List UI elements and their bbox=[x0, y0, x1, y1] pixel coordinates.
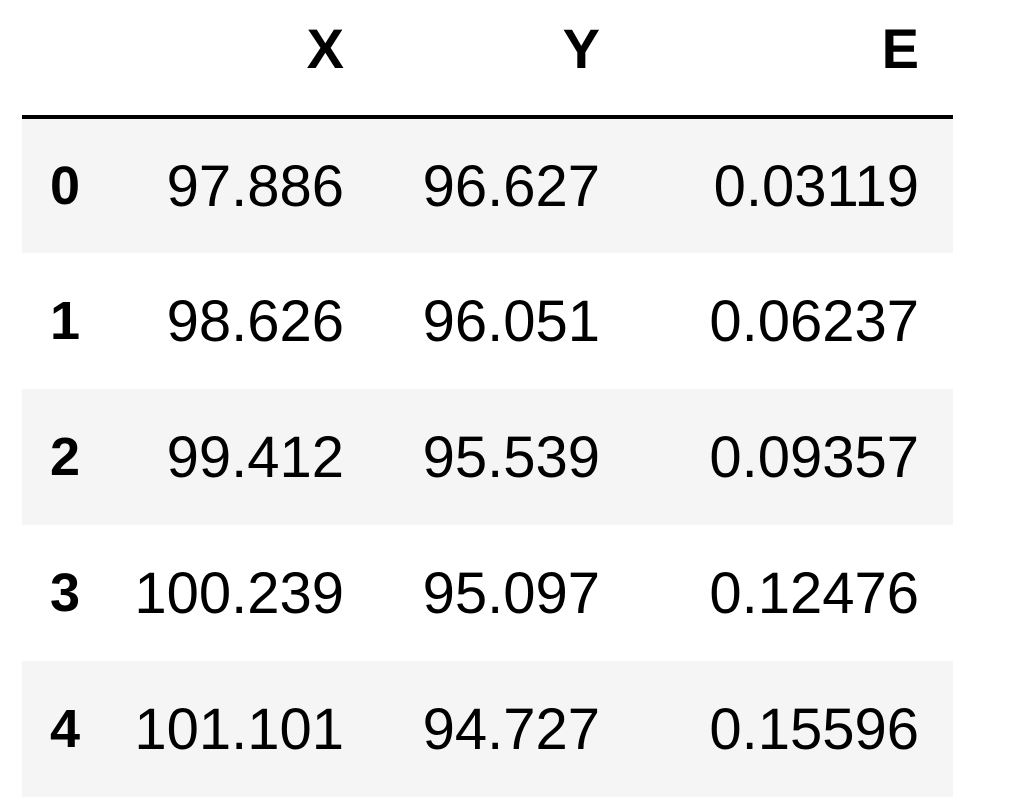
cell-e: 0.12476 bbox=[709, 560, 919, 626]
dataframe-container: X Y E 0 97.886 96.627 0.03119 1 98.626 9… bbox=[22, 0, 953, 797]
cell-y: 96.627 bbox=[422, 153, 600, 219]
header-row: X Y E bbox=[22, 0, 953, 119]
dataframe-table: X Y E 0 97.886 96.627 0.03119 1 98.626 9… bbox=[22, 0, 953, 797]
cell-x: 100.239 bbox=[134, 560, 344, 626]
cell-y: 95.539 bbox=[422, 424, 600, 490]
cell-e: 0.09357 bbox=[709, 424, 919, 490]
table-header: X Y E bbox=[22, 0, 953, 119]
row-index: 2 bbox=[50, 427, 81, 487]
row-index: 3 bbox=[50, 563, 81, 623]
table-row: 1 98.626 96.051 0.06237 bbox=[22, 253, 953, 389]
table-row: 2 99.412 95.539 0.09357 bbox=[22, 389, 953, 525]
row-index: 4 bbox=[50, 699, 81, 759]
cell-x: 99.412 bbox=[166, 424, 344, 490]
table-row: 4 101.101 94.727 0.15596 bbox=[22, 661, 953, 797]
cell-e: 0.15596 bbox=[709, 696, 919, 762]
table-body: 0 97.886 96.627 0.03119 1 98.626 96.051 … bbox=[22, 117, 953, 797]
cell-y: 96.051 bbox=[422, 288, 600, 354]
table-row: 3 100.239 95.097 0.12476 bbox=[22, 525, 953, 661]
row-index: 1 bbox=[50, 291, 81, 351]
row-index: 0 bbox=[50, 156, 81, 216]
cell-e: 0.06237 bbox=[709, 288, 919, 354]
column-header-e: E bbox=[634, 0, 953, 119]
cell-e: 0.03119 bbox=[713, 153, 919, 219]
cell-x: 97.886 bbox=[166, 153, 344, 219]
table-row: 0 97.886 96.627 0.03119 bbox=[22, 117, 953, 253]
column-header-y: Y bbox=[378, 0, 634, 119]
cell-x: 98.626 bbox=[166, 288, 344, 354]
cell-x: 101.101 bbox=[134, 696, 344, 762]
index-column-header bbox=[22, 0, 132, 119]
column-header-x: X bbox=[132, 0, 378, 119]
cell-y: 95.097 bbox=[422, 560, 600, 626]
cell-y: 94.727 bbox=[422, 696, 600, 762]
